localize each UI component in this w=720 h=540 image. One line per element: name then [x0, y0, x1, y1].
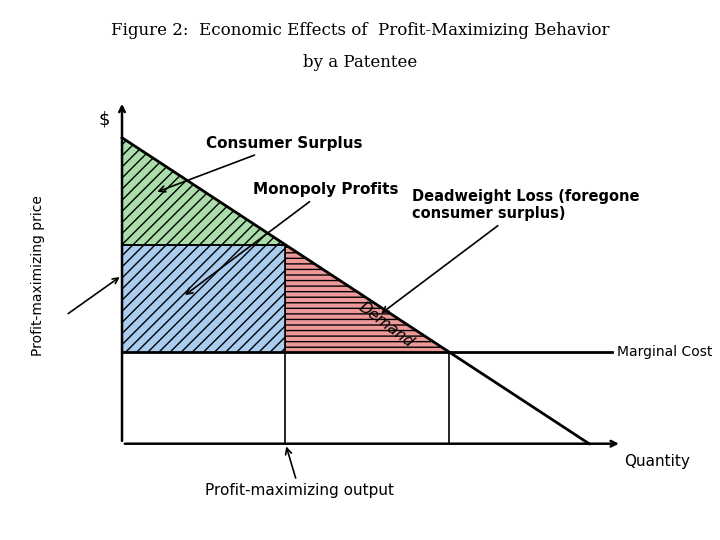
Polygon shape — [285, 245, 449, 352]
Text: Figure 2:  Economic Effects of  Profit-Maximizing Behavior: Figure 2: Economic Effects of Profit-Max… — [111, 22, 609, 38]
Text: Deadweight Loss (foregone
consumer surplus): Deadweight Loss (foregone consumer surpl… — [382, 189, 639, 313]
Text: Demand: Demand — [356, 300, 416, 351]
Text: Quantity: Quantity — [624, 455, 690, 469]
Text: Monopoly Profits: Monopoly Profits — [186, 182, 398, 294]
Text: Profit-maximizing price: Profit-maximizing price — [31, 195, 45, 356]
Text: Consumer Surplus: Consumer Surplus — [159, 136, 363, 192]
Polygon shape — [122, 138, 285, 245]
Text: Marginal Cost: Marginal Cost — [617, 345, 712, 359]
Text: Profit-maximizing output: Profit-maximizing output — [205, 448, 394, 498]
Text: by a Patentee: by a Patentee — [303, 54, 417, 71]
Text: $: $ — [99, 110, 110, 128]
Polygon shape — [122, 245, 285, 352]
